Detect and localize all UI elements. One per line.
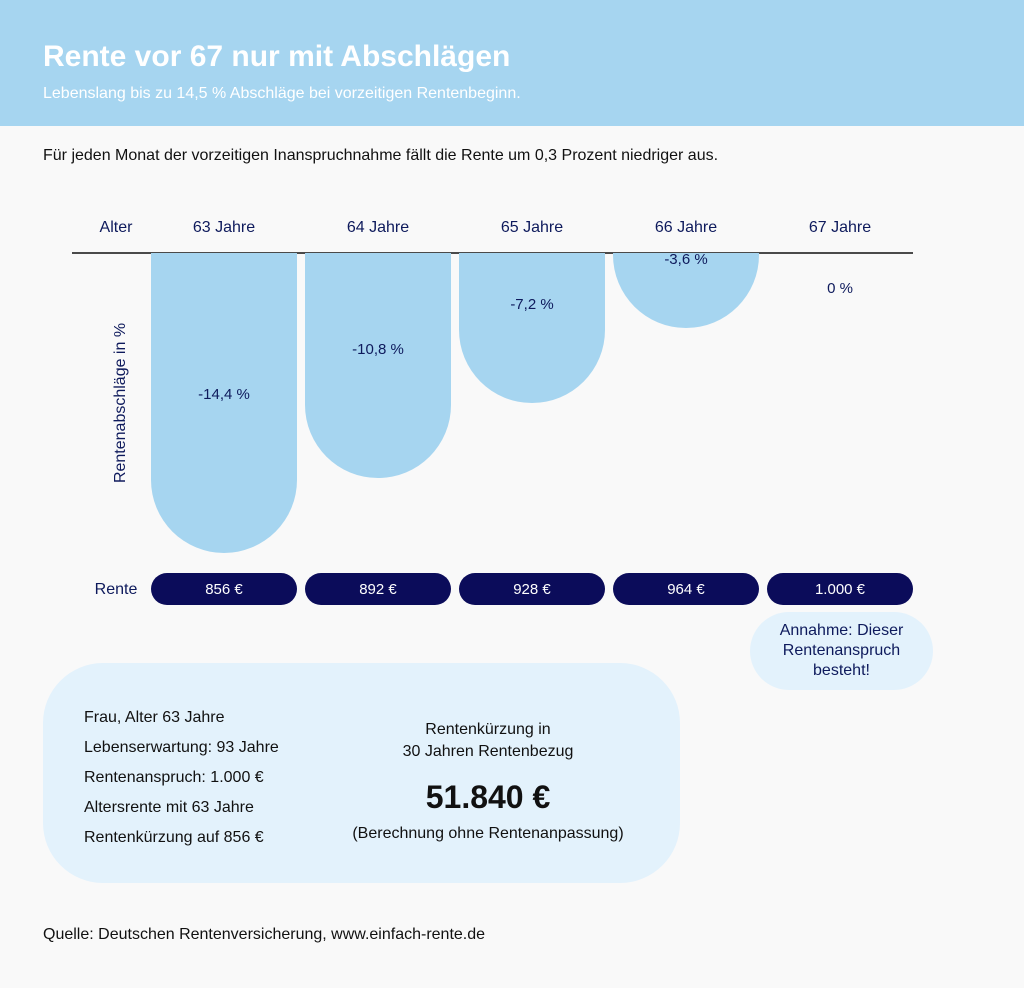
y-axis-label: Rentenabschläge in % <box>112 323 129 483</box>
bar-value-label: -3,6 % <box>664 251 707 268</box>
calc-label-line1: Rentenkürzung in <box>425 721 551 738</box>
calc-note: (Berechnung ohne Rentenanpassung) <box>352 825 624 842</box>
pension-deduction-chart: Alter 63 Jahre 64 Jahre 65 Jahre 66 Jahre 67 … <box>72 219 913 605</box>
rente-value: 928 € <box>513 581 551 598</box>
bar <box>151 253 297 553</box>
rente-value: 1.000 € <box>815 581 866 598</box>
page-subtitle: Lebenslang bis zu 14,5 % Abschläge bei v… <box>43 85 521 102</box>
bar <box>613 253 759 328</box>
bar <box>305 253 451 478</box>
x-tick-label: 63 Jahre <box>193 219 255 236</box>
x-tick-label: 65 Jahre <box>501 219 563 236</box>
calc-label-line2: 30 Jahren Rentenbezug <box>402 743 574 760</box>
example-facts: Frau, Alter 63 Jahre Lebenserwartung: 93… <box>84 708 279 858</box>
intro-text: Für jeden Monat der vorzeitigen Inanspru… <box>43 147 719 164</box>
bar-value-label: -14,4 % <box>198 386 250 403</box>
x-header: Alter <box>100 219 134 236</box>
fact-item: Frau, Alter 63 Jahre <box>84 709 225 726</box>
header-banner: Rente vor 67 nur mit Abschlägen Lebensla… <box>0 0 1024 126</box>
bar <box>459 253 605 403</box>
fact-item: Lebenserwartung: 93 Jahre <box>84 739 279 756</box>
rente-pill <box>305 573 451 605</box>
x-tick-label: 64 Jahre <box>347 219 409 236</box>
x-tick-label: 67 Jahre <box>809 219 871 236</box>
rente-pill <box>613 573 759 605</box>
rente-value: 964 € <box>667 581 705 598</box>
assumption-note: Annahme: Dieser Rentenanspruch besteht! <box>750 612 933 690</box>
fact-item: Altersrente mit 63 Jahre <box>84 799 254 816</box>
bar-value-label: 0 % <box>827 280 853 297</box>
fact-item: Rentenkürzung auf 856 € <box>84 829 264 846</box>
rente-pill <box>151 573 297 605</box>
assumption-note-text: Annahme: Dieser Rentenanspruch besteht! <box>779 622 904 679</box>
rente-value: 856 € <box>205 581 243 598</box>
x-tick-label: 66 Jahre <box>655 219 717 236</box>
fact-item: Rentenanspruch: 1.000 € <box>84 769 264 786</box>
rente-pill <box>459 573 605 605</box>
rente-row-label: Rente <box>95 581 138 598</box>
bar-value-label: -7,2 % <box>510 296 553 313</box>
rente-pill <box>767 573 913 605</box>
calc-amount: 51.840 € <box>425 779 551 815</box>
bar-value-label: -10,8 % <box>352 341 404 358</box>
example-info-box: Frau, Alter 63 Jahre Lebenserwartung: 93… <box>43 663 680 883</box>
source-text: Quelle: Deutschen Rentenversicherung, ww… <box>43 926 486 943</box>
rente-value: 892 € <box>359 581 397 598</box>
page-title: Rente vor 67 nur mit Abschlägen <box>43 40 511 73</box>
calculation-block: Rentenkürzung in 30 Jahren Rentenbezug 5… <box>318 719 658 843</box>
